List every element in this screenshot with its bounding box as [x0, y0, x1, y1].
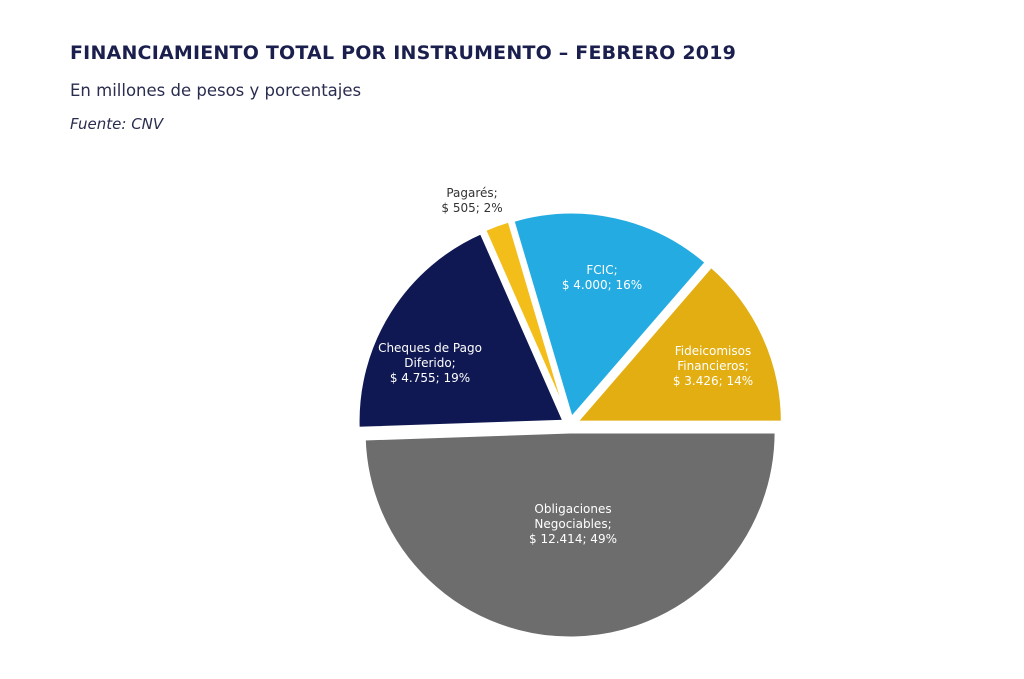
data-label-fcic: FCIC; $ 4.000; 16%	[562, 263, 642, 292]
data-label-cheques-de-pago-diferido: Cheques de Pago Diferido; $ 4.755; 19%	[378, 341, 482, 385]
chart-source: Fuente: CNV	[70, 115, 164, 133]
pie-slice-cheques-de-pago-diferido	[356, 230, 567, 430]
chart-title: FINANCIAMIENTO TOTAL POR INSTRUMENTO – F…	[70, 42, 737, 64]
pie-slice-obligaciones-negociables	[362, 430, 778, 640]
pie-slice-fcic	[511, 210, 709, 422]
data-label-obligaciones-negociables: Obligaciones Negociables; $ 12.414; 49%	[529, 502, 617, 546]
pie-slice-pagar-s	[482, 219, 570, 420]
data-label-pagar-s: Pagarés; $ 505; 2%	[441, 186, 502, 215]
data-label-fideicomisos-financieros: Fideicomisos Financieros; $ 3.426; 14%	[673, 344, 753, 388]
pie-slice-fideicomisos-financieros	[573, 264, 784, 424]
chart-subtitle: En millones de pesos y porcentajes	[70, 81, 362, 100]
